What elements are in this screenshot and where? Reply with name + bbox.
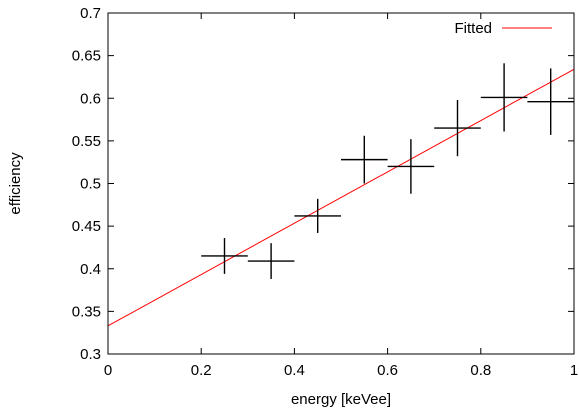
legend: Fitted — [454, 20, 552, 37]
data-point-3 — [294, 198, 341, 233]
legend-label-fitted: Fitted — [454, 20, 492, 37]
y-tick-label: 0.5 — [80, 176, 101, 193]
data-point-5 — [387, 139, 435, 194]
data-point-6 — [434, 99, 481, 157]
data-point-7 — [480, 63, 528, 132]
data-point-4 — [341, 135, 388, 184]
y-tick-label: 0.3 — [80, 346, 101, 363]
y-tick-label: 0.7 — [80, 5, 101, 22]
data-point-1 — [201, 238, 248, 274]
data-point-8 — [527, 68, 574, 135]
y-tick-label: 0.4 — [80, 261, 101, 278]
y-tick-label: 0.35 — [72, 303, 101, 320]
fitted-line — [107, 68, 575, 327]
x-tick-label: 0 — [104, 362, 112, 379]
y-tick-label: 0.6 — [80, 90, 101, 107]
data-point-2 — [247, 243, 295, 279]
y-tick-label: 0.45 — [72, 218, 101, 235]
y-tick-label: 0.55 — [72, 133, 101, 150]
fit-layer — [107, 68, 575, 327]
x-tick-label: 1 — [570, 362, 578, 379]
y-axis-label: efficiency — [7, 152, 24, 215]
x-tick-label: 0.2 — [191, 362, 212, 379]
tick-labels: 0 0.2 0.4 0.6 0.8 1 0.3 0.35 0.4 0.45 0.5 0.55 0.6 0.… — [72, 5, 578, 379]
x-tick-label: 0.8 — [470, 362, 491, 379]
data-points — [201, 63, 574, 279]
x-tick-label: 0.4 — [284, 362, 305, 379]
x-axis-label: energy [keVee] — [291, 391, 391, 408]
x-tick-label: 0.6 — [377, 362, 398, 379]
plot-frame — [107, 12, 575, 355]
y-tick-label: 0.65 — [72, 48, 101, 65]
